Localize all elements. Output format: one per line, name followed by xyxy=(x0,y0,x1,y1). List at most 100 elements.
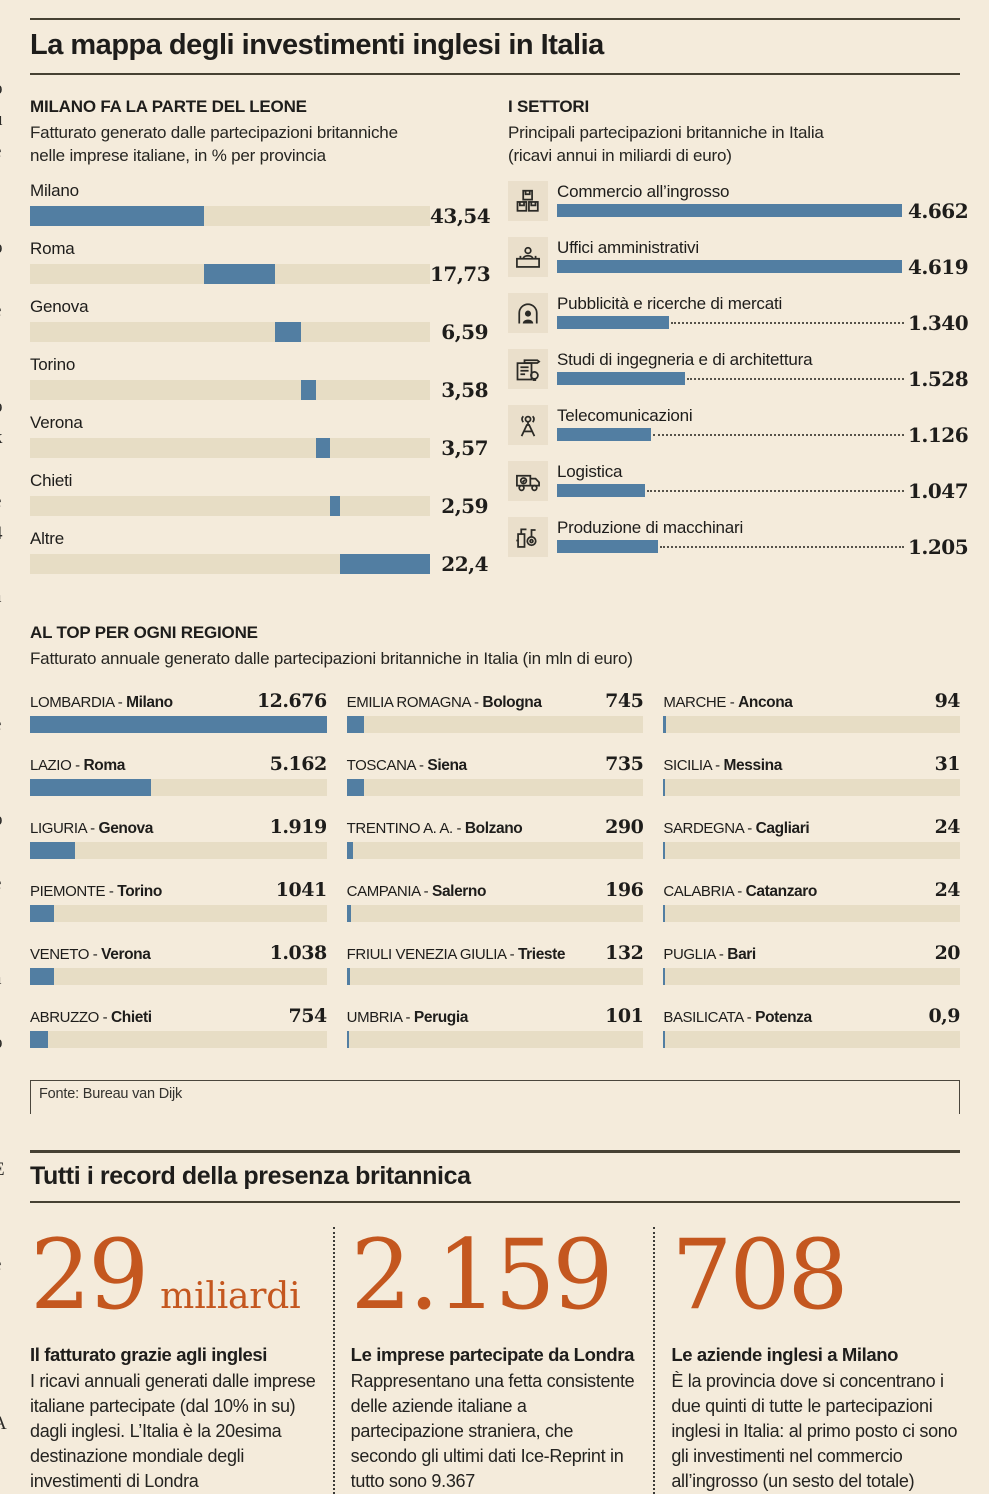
dotted-leader xyxy=(653,433,904,436)
province-chart: MILANO FA LA PARTE DEL LEONE Fatturato g… xyxy=(30,97,491,587)
province-label: Verona xyxy=(30,413,83,432)
sector-value: 1.126 xyxy=(908,422,969,447)
region-row: SARDEGNA - Cagliari 24 xyxy=(663,816,961,859)
region-bar xyxy=(346,716,365,733)
region-row: CALABRIA - Catanzaro 24 xyxy=(663,879,961,922)
province-chart-subtitle: Fatturato generato dalle partecipazioni … xyxy=(30,123,398,165)
region-label: ABRUZZO - Chieti xyxy=(30,1009,152,1026)
region-label: PIEMONTE - Torino xyxy=(30,883,162,900)
sector-value: 4.662 xyxy=(908,198,969,223)
record-body: Rappresentano una fetta consistente dell… xyxy=(350,1371,635,1491)
province-row: Altre 22,4 xyxy=(30,529,489,576)
region-bar xyxy=(30,968,55,985)
margin-fragment: - xyxy=(0,1000,13,1022)
truck-icon xyxy=(508,461,548,501)
region-value: 745 xyxy=(605,690,644,712)
region-value: 5.162 xyxy=(269,753,328,775)
sector-bar xyxy=(557,484,645,497)
margin-fragment: - xyxy=(0,936,13,958)
record-body: I ricavi annuali generati dalle imprese … xyxy=(30,1371,316,1491)
province-bar-track xyxy=(30,264,430,284)
region-bar-track xyxy=(346,842,644,859)
region-row: UMBRIA - Perugia 101 xyxy=(346,1005,644,1048)
sector-label: Telecomunicazioni xyxy=(557,406,693,425)
margin-fragment: - xyxy=(0,1063,13,1085)
margin-fragment: - xyxy=(0,1318,13,1340)
margin-fragment: - xyxy=(0,1127,13,1149)
margin-fragment: i xyxy=(0,682,13,704)
record-title: Il fatturato grazie agli inglesi xyxy=(30,1344,267,1365)
region-label: SARDEGNA - Cagliari xyxy=(663,820,810,837)
charts-row: MILANO FA LA PARTE DEL LEONE Fatturato g… xyxy=(30,97,969,587)
region-value: 20 xyxy=(934,942,961,964)
margin-fragment: A xyxy=(0,1413,13,1433)
margin-fragment: - xyxy=(0,1286,13,1308)
province-value: 2,59 xyxy=(441,494,488,518)
margin-fragment: - xyxy=(0,205,13,227)
record-number-suffix: miliardi xyxy=(160,1276,301,1317)
regions-subtitle: Fatturato annuale generato dalle parteci… xyxy=(30,649,633,668)
sector-value: 4.619 xyxy=(908,254,969,279)
region-bar-track xyxy=(663,968,961,985)
province-value: 17,73 xyxy=(430,262,491,286)
margin-fragment: E xyxy=(0,1159,13,1181)
margin-fragment: o xyxy=(0,1032,13,1054)
region-value: 754 xyxy=(288,1005,328,1027)
margin-fragment: e xyxy=(0,1254,13,1276)
infographic: La mappa degli investimenti inglesi in I… xyxy=(30,18,969,1494)
sector-row: Studi di ingegneria e di architettura 1.5… xyxy=(508,349,969,391)
province-value: 22,4 xyxy=(441,552,488,576)
province-bar-track xyxy=(30,206,430,226)
header-rule-bottom xyxy=(30,73,960,75)
sector-bar xyxy=(557,428,652,441)
record-item: 29 miliardi Il fatturato grazie agli ing… xyxy=(30,1227,319,1494)
margin-fragment: - xyxy=(0,173,13,195)
margin-fragment: - xyxy=(0,46,13,68)
margin-fragment: o xyxy=(0,78,13,100)
province-value: 3,57 xyxy=(441,436,488,460)
region-label: TOSCANA - Siena xyxy=(346,757,468,774)
record-body: È la provincia dove si concentrano i due… xyxy=(671,1371,958,1491)
margin-fragment: u xyxy=(0,109,13,131)
region-bar xyxy=(346,842,354,859)
dotted-leader xyxy=(671,321,904,324)
record-number: 2.159 xyxy=(350,1219,614,1331)
province-bar-segment xyxy=(301,380,316,400)
province-row: Milano 43,54 xyxy=(30,181,491,228)
record-number: 29 xyxy=(30,1219,149,1331)
region-bar-track xyxy=(30,905,327,922)
region-row: PIEMONTE - Torino 1041 xyxy=(30,879,327,922)
records-rule-bottom xyxy=(30,1201,960,1203)
region-bar xyxy=(30,1031,48,1048)
margin-fragment: e xyxy=(0,141,13,163)
region-label: VENETO - Verona xyxy=(30,946,151,963)
region-label: SICILIA - Messina xyxy=(663,757,782,774)
sector-bar xyxy=(557,372,686,385)
records-rule-top xyxy=(30,1150,960,1153)
margin-fragment: - xyxy=(0,1381,13,1403)
records-section: Tutti i record della presenza britannica… xyxy=(30,1150,960,1494)
region-value: 290 xyxy=(605,816,644,838)
region-bar-track xyxy=(346,1031,644,1048)
region-value: 101 xyxy=(605,1005,644,1027)
record-columns: 29 miliardi Il fatturato grazie agli ing… xyxy=(30,1227,960,1494)
region-row: SICILIA - Messina 31 xyxy=(663,753,961,796)
region-label: PUGLIA - Bari xyxy=(663,946,756,963)
province-bar-segment xyxy=(315,438,331,458)
region-bar-track xyxy=(663,1031,961,1048)
province-row: Genova 6,59 xyxy=(30,297,489,344)
region-row: LIGURIA - Genova 1.919 xyxy=(30,816,327,859)
region-value: 24 xyxy=(934,879,961,901)
region-bar xyxy=(346,779,364,796)
region-bar-track xyxy=(30,716,327,733)
province-bar-track xyxy=(30,496,430,516)
record-item: 2.159 Le imprese partecipate da Londra R… xyxy=(332,1219,640,1494)
province-bar-segment xyxy=(340,554,430,574)
region-bar-track xyxy=(663,842,961,859)
province-bar-track xyxy=(30,438,430,458)
margin-fragment: k xyxy=(0,427,13,449)
region-label: LOMBARDIA - Milano xyxy=(30,694,173,711)
province-label: Altre xyxy=(30,529,64,548)
margin-fragment: o xyxy=(0,237,13,259)
region-bar xyxy=(346,905,352,922)
